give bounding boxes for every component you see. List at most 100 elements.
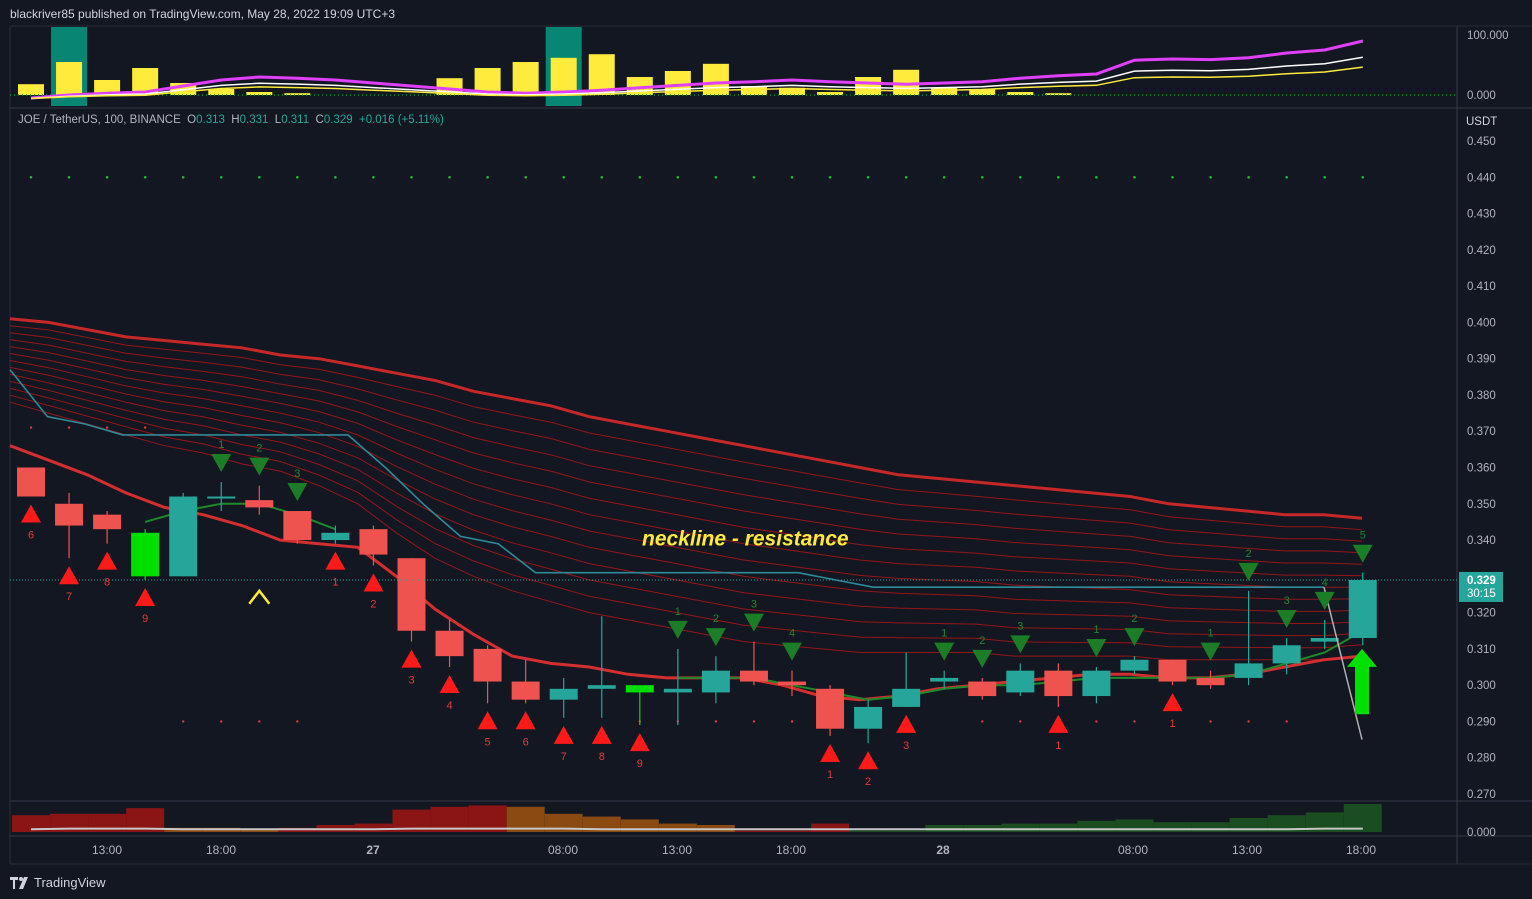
signal-dot [1285, 720, 1288, 723]
signal-dot [1247, 720, 1250, 723]
price-axis-tick-label: 0.350 [1467, 499, 1496, 511]
candle-body [93, 514, 122, 530]
signal-dot [714, 720, 718, 723]
ema-ribbon-line [9, 353, 1363, 577]
bottom-indicator-bar [468, 805, 507, 832]
buy-arrow-icon [820, 743, 841, 762]
ema-ribbon-line [9, 366, 1363, 600]
top-indicator-pane: 100.000 0.000 [10, 27, 1509, 106]
time-axis-label: 18:00 [1346, 843, 1376, 857]
buy-arrow-label: 7 [66, 591, 72, 603]
green-up-arrow-icon [1347, 648, 1377, 715]
bottom-indicator-bar [88, 813, 127, 832]
candle-body [245, 500, 274, 508]
signal-dot [143, 426, 147, 429]
legend-symbol: JOE / TetherUS, 100, BINANCE [18, 114, 181, 126]
signal-dot [105, 426, 109, 429]
candle-body [1310, 638, 1339, 642]
resistance-dot [1095, 175, 1098, 179]
sell-arrow-icon [1124, 628, 1145, 647]
time-axis-label: 27 [366, 843, 380, 857]
tradingview-logo-icon [10, 876, 28, 889]
resistance-dot [638, 175, 642, 179]
buy-arrow-icon [21, 504, 41, 523]
bottom-indicator-bar [734, 830, 773, 832]
top-indicator-bar [94, 80, 121, 95]
candle-body [283, 511, 312, 541]
buy-arrow-label: 9 [142, 613, 148, 625]
time-axis-label: 13:00 [1232, 843, 1262, 857]
publisher-text: blackriver85 published on TradingView.co… [10, 7, 396, 21]
buy-arrow-label: 8 [104, 577, 110, 589]
bottom-indicator-bar [849, 830, 888, 832]
buy-arrow-icon [401, 649, 422, 668]
candle-body [321, 532, 350, 541]
legend-high: 0.331 [239, 114, 269, 126]
candle-body [1120, 659, 1149, 671]
resistance-dot [486, 175, 489, 179]
time-axis-label: 18:00 [206, 843, 236, 857]
sell-arrow-label: 3 [751, 599, 757, 611]
buy-arrow-label: 5 [485, 736, 491, 748]
footer-brand: TradingView [34, 875, 106, 890]
sell-arrow-label: 1 [218, 439, 224, 451]
buy-arrow-icon [325, 551, 346, 570]
current-price-tag [1459, 571, 1503, 602]
bottom-indicator-bar [1191, 822, 1230, 832]
candle-body [207, 496, 236, 499]
candle-body [397, 558, 426, 631]
legend-change: +0.016 (+5.11%) [359, 114, 444, 126]
signal-dot [1209, 720, 1212, 723]
signal-dot [220, 720, 223, 723]
candle-body [1158, 659, 1187, 682]
main-price-pane: 1 2 3 1 2 3 4 1 2 3 1 2 1 2 3 4 5 6 7 8 9 1 2 3 4 5 6 7 8 9 1 2 3 1 1 neckl… [9, 116, 1503, 801]
buy-arrow-label: 1 [1055, 740, 1061, 752]
resistance-dot [1019, 175, 1022, 179]
legend-close: 0.329 [323, 114, 353, 126]
resistance-dot [714, 175, 718, 179]
candle-body [892, 688, 921, 707]
time-axis-label: 08:00 [548, 843, 578, 857]
sell-arrow-label: 1 [1093, 624, 1099, 636]
price-axis-tick-label: 0.380 [1467, 390, 1496, 402]
ema-ribbon-line [9, 339, 1363, 554]
candle-body [511, 681, 540, 700]
bottom-indicator-bar [126, 808, 165, 832]
resistance-dot [1171, 175, 1174, 179]
price-axis-unit: USDT [1466, 116, 1497, 128]
top-indicator-bar [740, 86, 767, 95]
buy-arrow-icon [363, 573, 384, 592]
resistance-dot [752, 175, 756, 179]
candle-body [17, 467, 45, 497]
top-indicator-bar [284, 93, 311, 95]
buy-arrow-label: 2 [370, 598, 376, 610]
buy-arrow-label: 1 [827, 769, 833, 781]
buy-arrow-label: 3 [408, 675, 414, 687]
legend-close-label: C [315, 114, 324, 126]
candle-body [663, 688, 692, 693]
buy-arrow-icon [135, 587, 156, 606]
bottom-indicator-bar [773, 830, 811, 832]
resistance-dot [980, 175, 984, 179]
ema-ribbon-line [9, 317, 1363, 520]
buy-arrow-icon [896, 714, 917, 733]
resistance-dot [67, 175, 71, 179]
signal-dot [29, 426, 33, 429]
candle-body [968, 681, 997, 697]
top-indicator-bar [1007, 92, 1034, 95]
candle-body [701, 670, 730, 693]
top-yellow-line [30, 66, 1363, 100]
bottom-indicator-bar [544, 813, 583, 832]
top-indicator-bar [969, 89, 996, 95]
price-axis-tick-label: 0.410 [1467, 281, 1496, 293]
top-indicator-bar [56, 62, 83, 95]
candlestick-chart[interactable]: 100.000 0.000 1 2 3 1 2 3 4 1 2 3 1 2 1 2 3 4 5 6 7 8 9 1 2 3 4 5 6 7… [0, 0, 1532, 866]
buy-arrow-icon [629, 733, 650, 752]
resistance-dot [562, 175, 565, 179]
top-axis-tick-label: 100.000 [1467, 30, 1509, 42]
buy-arrow-label: 6 [28, 530, 34, 542]
teal-stepped-line [9, 369, 1324, 588]
time-axis-label: 08:00 [1118, 843, 1148, 857]
top-indicator-bar [550, 57, 577, 95]
candle-body [930, 677, 959, 682]
